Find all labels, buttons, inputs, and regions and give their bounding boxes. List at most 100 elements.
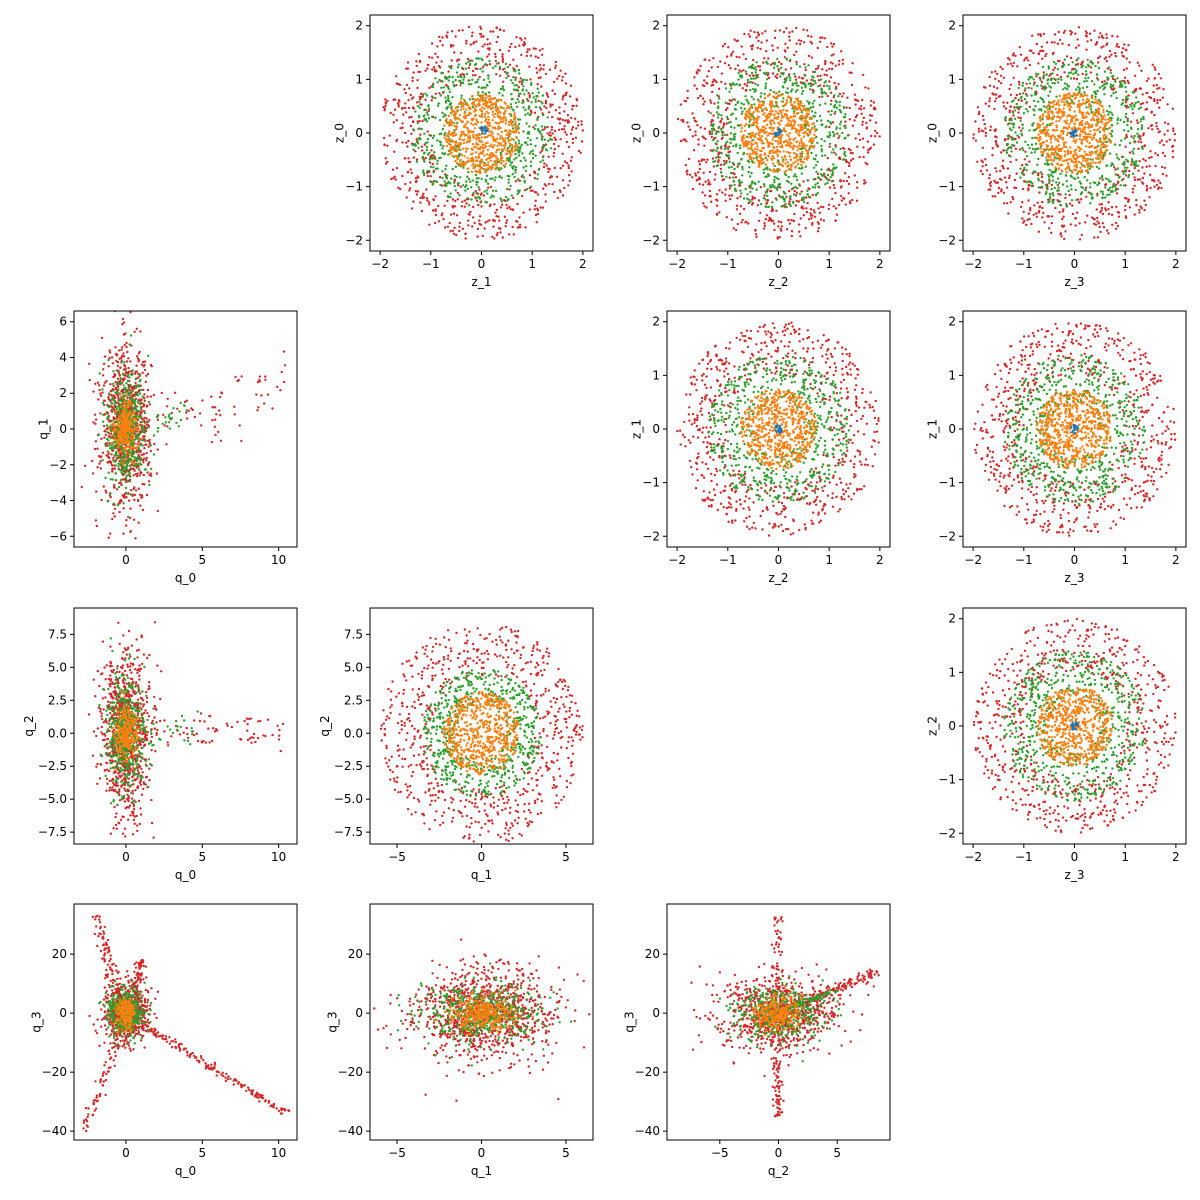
scatter-point: [1116, 173, 1120, 177]
scatter-point: [1086, 40, 1089, 43]
scatter-point: [844, 126, 847, 130]
scatter-point: [772, 162, 775, 165]
scatter-point: [804, 126, 807, 130]
scatter-point: [972, 133, 975, 136]
scatter-point: [570, 128, 574, 131]
scatter-point: [844, 172, 847, 175]
scatter-point: [776, 112, 779, 115]
scatter-point: [812, 209, 815, 212]
scatter-point: [749, 190, 752, 194]
scatter-point: [479, 108, 482, 111]
scatter-point: [1109, 86, 1112, 89]
scatter-point: [991, 154, 994, 157]
scatter-point: [749, 200, 752, 203]
scatter-point: [1106, 193, 1109, 197]
scatter-point: [498, 67, 501, 71]
scatter-point: [542, 155, 545, 158]
scatter-point: [505, 159, 508, 162]
scatter-point: [468, 98, 472, 101]
scatter-point: [773, 164, 776, 168]
scatter-point: [1106, 76, 1109, 79]
scatter-point: [1014, 109, 1017, 112]
scatter-point: [504, 119, 508, 122]
scatter-point: [483, 143, 486, 146]
scatter-point: [702, 202, 705, 205]
scatter-point: [1063, 237, 1066, 241]
scatter-point: [425, 188, 428, 191]
scatter-point: [1021, 164, 1024, 167]
scatter-point: [720, 127, 723, 131]
scatter-point: [1009, 93, 1013, 97]
scatter-point: [792, 193, 796, 196]
scatter-point: [1025, 155, 1029, 158]
scatter-point: [506, 152, 509, 156]
scatter-point: [984, 163, 988, 167]
scatter-point: [842, 106, 846, 110]
scatter-point: [777, 131, 780, 134]
scatter-point: [824, 154, 827, 157]
scatter-point: [483, 132, 487, 135]
scatter-point: [834, 64, 837, 68]
scatter-point: [764, 85, 767, 88]
scatter-point: [707, 183, 710, 186]
scatter-point: [1114, 80, 1117, 84]
scatter-point: [997, 80, 1001, 83]
scatter-point: [1074, 63, 1078, 66]
scatter-point: [999, 65, 1002, 69]
scatter-point: [1064, 193, 1067, 196]
scatter-point: [497, 148, 501, 151]
scatter-point: [530, 150, 533, 153]
scatter-point: [1074, 32, 1077, 35]
scatter-point: [1157, 131, 1161, 134]
scatter-point: [474, 67, 477, 70]
scatter-point: [418, 120, 421, 123]
scatter-point: [862, 146, 865, 149]
scatter-point: [861, 120, 864, 124]
scatter-point: [1097, 61, 1100, 64]
scatter-point: [1023, 158, 1026, 161]
scatter-point: [473, 127, 476, 130]
scatter-point: [744, 95, 747, 98]
scatter-point: [1002, 149, 1005, 152]
scatter-point: [765, 61, 768, 64]
scatter-point: [533, 111, 537, 115]
scatter-point: [1171, 145, 1174, 148]
scatter-point: [1068, 71, 1071, 75]
scatter-point: [784, 42, 787, 45]
scatter-point: [1067, 43, 1071, 47]
scatter-point: [486, 192, 489, 195]
scatter-point: [482, 194, 486, 197]
scatter-point: [997, 186, 1001, 190]
scatter-point: [384, 101, 387, 104]
scatter-point: [469, 106, 472, 109]
scatter-point: [728, 160, 731, 163]
scatter-point: [462, 161, 465, 165]
scatter-point: [800, 118, 803, 122]
scatter-point: [750, 71, 754, 75]
scatter-point: [743, 129, 747, 133]
scatter-point: [490, 166, 493, 169]
scatter-point: [795, 186, 799, 190]
scatter-point: [695, 87, 699, 91]
scatter-point: [486, 153, 489, 156]
scatter-point: [495, 73, 498, 76]
scatter-point: [1156, 154, 1160, 157]
scatter-point: [1095, 208, 1098, 211]
scatter-point: [739, 106, 743, 110]
scatter-point: [443, 124, 446, 127]
scatter-point: [747, 141, 750, 144]
scatter-point: [577, 149, 581, 153]
scatter-point: [447, 97, 450, 100]
scatter-point: [478, 164, 482, 168]
scatter-point: [1127, 199, 1130, 203]
scatter-point: [764, 82, 768, 85]
scatter-point: [488, 94, 491, 98]
scatter-point: [1032, 83, 1036, 86]
scatter-point: [806, 29, 809, 32]
scatter-point: [778, 123, 781, 126]
scatter-point: [740, 74, 743, 77]
scatter-point: [465, 126, 468, 129]
scatter-point: [1023, 59, 1026, 62]
scatter-point: [1061, 66, 1064, 69]
scatter-point: [1000, 151, 1003, 154]
